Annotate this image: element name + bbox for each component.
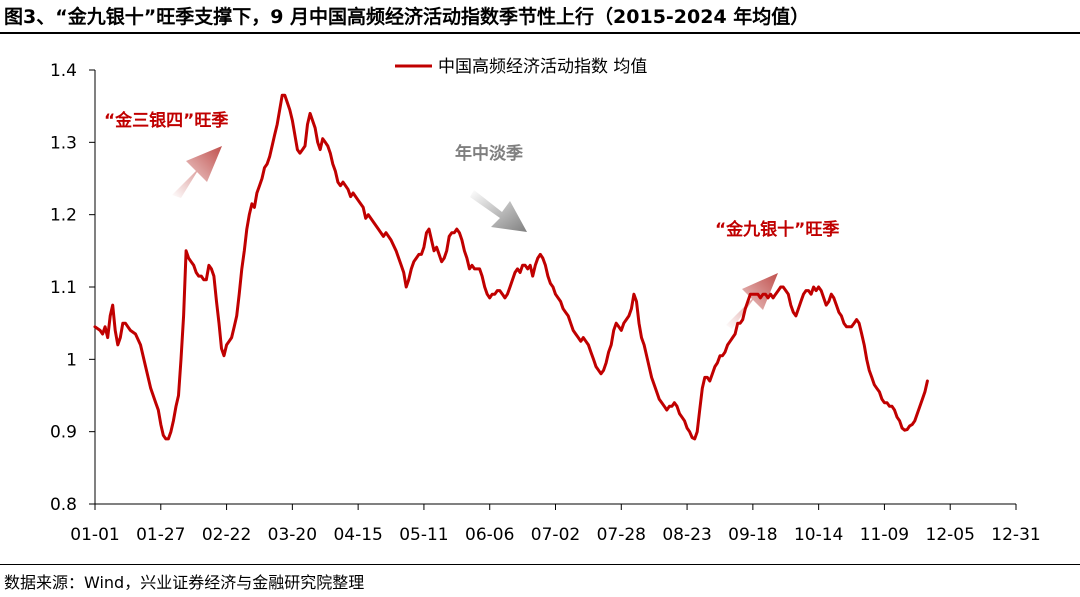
series-layer bbox=[93, 93, 929, 441]
y-tick-label: 0.9 bbox=[50, 423, 77, 443]
x-tick-label: 10-14 bbox=[794, 525, 843, 545]
x-tick-label: 09-18 bbox=[728, 525, 777, 545]
x-tick-label: 04-15 bbox=[333, 525, 382, 545]
y-tick-label: 1.4 bbox=[50, 61, 77, 81]
legend: 中国高频经济活动指数 均值 bbox=[395, 57, 647, 77]
arrow-up-right-red-1 bbox=[172, 146, 222, 198]
y-tick-label: 1 bbox=[66, 350, 77, 370]
arrow-up-right-red-2 bbox=[726, 273, 778, 329]
x-tick-label: 07-28 bbox=[597, 525, 646, 545]
y-tick-label: 1.1 bbox=[50, 278, 77, 298]
x-tick-label: 01-27 bbox=[136, 525, 185, 545]
figure-title: 图3、“金九银十”旺季支撑下，9 月中国高频经济活动指数季节性上行（2015-2… bbox=[4, 6, 810, 28]
x-axis: 01-01 01-27 02-22 03-20 04-15 05-11 06-06 07-02… bbox=[70, 503, 1041, 545]
chart-svg: 0.8 0.9 1 1.1 1.2 1.3 1.4 01-01 01-27 02-22 03-20… bbox=[50, 57, 1041, 545]
x-tick-label: 06-06 bbox=[465, 525, 514, 545]
y-tick-label: 1.2 bbox=[50, 206, 77, 226]
x-tick-label: 12-05 bbox=[926, 525, 975, 545]
x-tick-label: 07-02 bbox=[531, 525, 580, 545]
arrow-down-right-gray bbox=[470, 190, 527, 232]
x-tick-label: 03-20 bbox=[268, 525, 317, 545]
annotation-jin-san-yin-si: “金三银四”旺季 bbox=[104, 110, 228, 131]
annotation-mid-year-offseason: 年中淡季 bbox=[455, 143, 523, 164]
data-source: 数据来源：Wind，兴业证券经济与金融研究院整理 bbox=[4, 573, 365, 592]
x-tick-label: 12-31 bbox=[991, 525, 1040, 545]
x-tick-label: 08-23 bbox=[662, 525, 711, 545]
y-tick-label: 1.3 bbox=[50, 133, 77, 153]
y-axis: 0.8 0.9 1 1.1 1.2 1.3 1.4 bbox=[50, 61, 96, 515]
source-divider bbox=[0, 564, 1080, 565]
x-tick-label: 05-11 bbox=[399, 525, 448, 545]
annotation-jin-jiu-yin-shi: “金九银十”旺季 bbox=[715, 219, 839, 240]
x-tick-label: 02-22 bbox=[202, 525, 251, 545]
x-tick-label: 01-01 bbox=[70, 525, 119, 545]
series-line-activity-index bbox=[93, 93, 929, 441]
legend-label: 中国高频经济活动指数 均值 bbox=[438, 57, 647, 77]
title-divider bbox=[0, 32, 1080, 34]
y-tick-label: 0.8 bbox=[50, 495, 77, 515]
x-tick-label: 11-09 bbox=[860, 525, 909, 545]
